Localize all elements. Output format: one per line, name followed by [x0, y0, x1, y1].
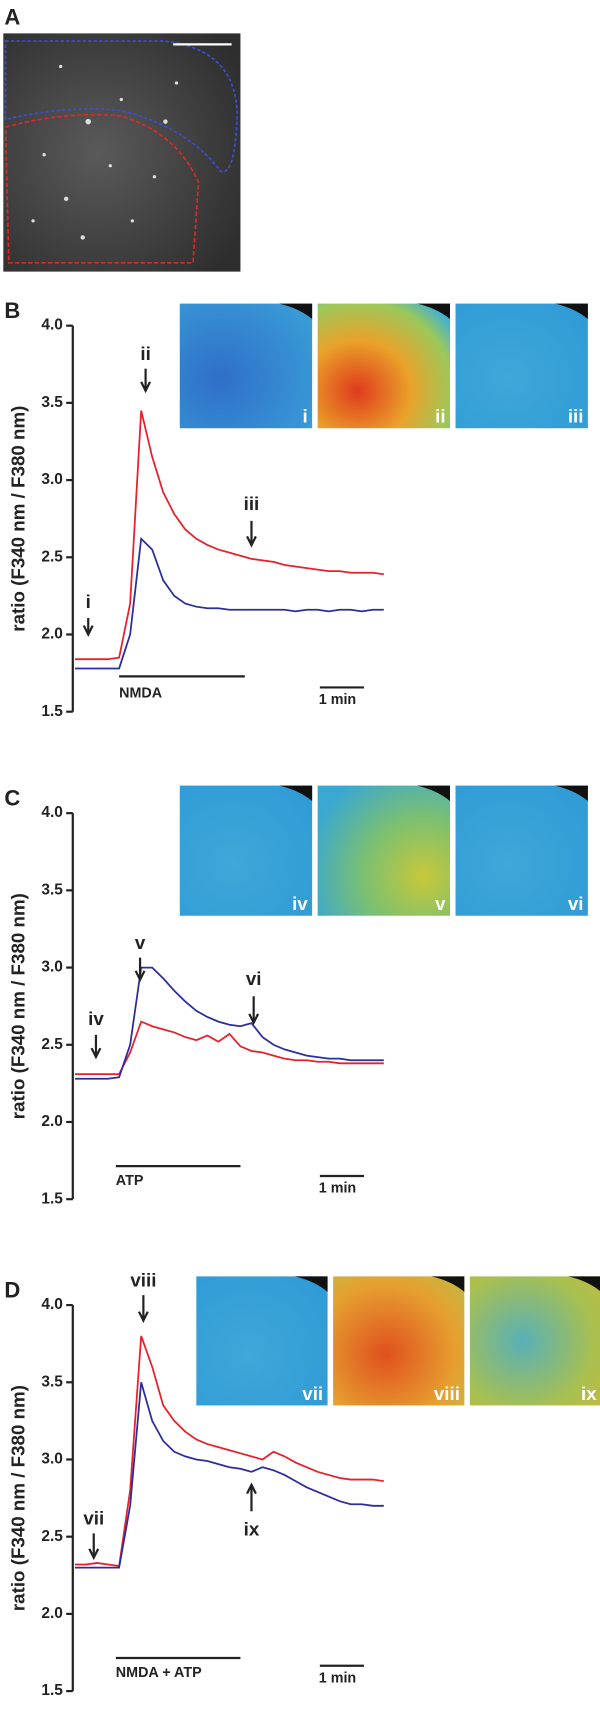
arrow-head	[246, 1482, 257, 1495]
panel-label: A	[4, 5, 20, 30]
annotation: viii	[130, 1269, 156, 1290]
trace	[75, 1382, 384, 1569]
annotation: i	[86, 591, 91, 612]
calcium-image	[333, 1276, 465, 1406]
image-corner	[568, 1276, 600, 1291]
arrow-head	[246, 535, 257, 548]
annotation: iii	[244, 493, 260, 514]
y-axis-label: ratio (F340 nm / F380 nm)	[7, 893, 28, 1119]
trace	[75, 410, 384, 661]
annotation: ii	[140, 343, 150, 364]
trace	[75, 1020, 384, 1075]
calcium-image	[455, 303, 588, 429]
image-corner	[416, 785, 450, 802]
calcium-image	[179, 785, 313, 916]
image-corner	[279, 785, 313, 802]
y-tick-label: 2.0	[41, 626, 62, 643]
annotation: vi	[246, 968, 262, 989]
treatment-label: ATP	[116, 1173, 144, 1189]
annotation: v	[135, 932, 146, 953]
annotation: iv	[88, 1008, 104, 1029]
image-label: v	[435, 893, 446, 914]
y-tick-label: 2.5	[41, 1528, 63, 1545]
y-tick-label: 4.0	[41, 1296, 62, 1313]
y-axis-label: ratio (F340 nm / F380 nm)	[7, 1385, 28, 1611]
panel-label: C	[4, 785, 20, 810]
scale-bar-label: 1 min	[319, 1670, 356, 1686]
image-label: i	[303, 406, 308, 427]
image-corner	[279, 303, 313, 320]
image-label: iii	[568, 406, 584, 427]
image-corner	[554, 303, 588, 320]
y-tick-label: 3.0	[41, 1451, 62, 1468]
scale-bar-label: 1 min	[319, 1181, 356, 1197]
y-tick-label: 4.0	[41, 804, 62, 821]
y-tick-label: 3.0	[41, 959, 62, 976]
y-tick-label: 2.5	[41, 1036, 63, 1053]
image-corner	[431, 1276, 465, 1292]
y-tick-label: 2.0	[41, 1113, 62, 1130]
image-corner	[294, 1276, 328, 1292]
y-tick-label: 1.5	[41, 703, 63, 720]
image-corner	[416, 303, 450, 320]
arrow-head	[88, 1548, 100, 1561]
annotation: ix	[244, 1519, 260, 1540]
panel-label: B	[4, 298, 20, 323]
y-tick-label: 3.5	[41, 394, 63, 411]
calcium-image	[317, 303, 450, 429]
calcium-image	[179, 303, 313, 429]
calcium-image	[469, 1276, 600, 1406]
trace	[75, 536, 384, 670]
arrow-head	[90, 1047, 102, 1060]
image-label: ix	[581, 1383, 597, 1404]
micrograph	[3, 33, 241, 272]
y-tick-label: 3.5	[41, 1373, 63, 1390]
image-label: ii	[435, 406, 445, 427]
arrow-head	[248, 1013, 260, 1026]
y-tick-label: 2.5	[41, 548, 63, 565]
treatment-label: NMDA	[119, 685, 162, 701]
image-label: vi	[568, 893, 584, 914]
y-tick-label: 2.0	[41, 1605, 62, 1622]
y-axis-label: ratio (F340 nm / F380 nm)	[7, 406, 28, 632]
y-tick-label: 1.5	[41, 1682, 63, 1699]
calcium-image	[317, 785, 450, 916]
panel-label: D	[4, 1277, 20, 1302]
y-tick-label: 4.0	[41, 317, 62, 334]
y-tick-label: 3.0	[41, 471, 62, 488]
treatment-label: NMDA + ATP	[116, 1665, 202, 1681]
arrow-head	[140, 381, 151, 394]
arrow-head	[82, 625, 94, 637]
annotation: vii	[83, 1508, 104, 1529]
image-label: viii	[434, 1383, 460, 1404]
image-corner	[554, 785, 588, 802]
arrow-head	[134, 970, 146, 983]
trace	[75, 966, 384, 1080]
calcium-image	[455, 785, 588, 916]
scale-bar-label: 1 min	[319, 692, 356, 708]
image-label: vii	[302, 1383, 323, 1404]
calcium-image	[196, 1276, 328, 1406]
y-tick-label: 3.5	[41, 881, 63, 898]
arrow-head	[137, 1311, 149, 1323]
y-tick-label: 1.5	[41, 1190, 63, 1207]
trace	[75, 1335, 384, 1568]
image-label: iv	[292, 893, 308, 914]
